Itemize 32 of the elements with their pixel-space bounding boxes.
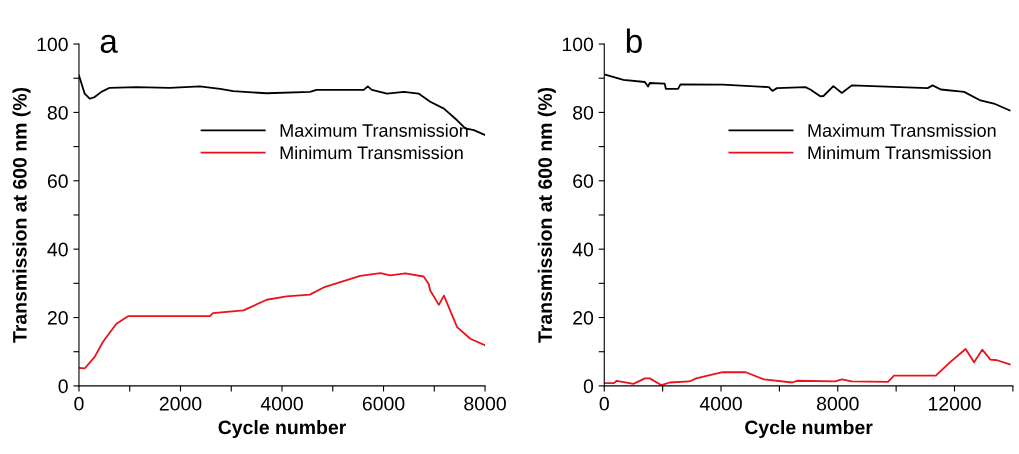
y-tick-label: 80 [573, 105, 594, 120]
x-tick-label: 12000 [928, 396, 981, 411]
y-tick-label: 0 [583, 379, 594, 394]
x-tick-label: 4000 [260, 396, 303, 411]
y-tick-label: 80 [47, 105, 68, 120]
y-tick-label: 100 [562, 37, 594, 52]
annotation: a [100, 34, 118, 53]
y-tick-label: 40 [47, 242, 68, 257]
y-axis-title: Transmission at 600 nm (%) [537, 87, 556, 343]
y-tick-label: 60 [47, 174, 68, 189]
x-axis-title: Cycle number [745, 420, 873, 439]
y-tick-label: 20 [47, 311, 68, 325]
legend-label: Minimum Transmission [280, 145, 463, 160]
y-tick-label: 100 [37, 37, 68, 52]
y-tick-label: 20 [573, 311, 594, 325]
y-tick-label: 0 [58, 379, 68, 394]
x-tick-label: 0 [74, 396, 84, 411]
x-tick-label: 8000 [464, 396, 506, 411]
line-series [78, 272, 486, 370]
x-tick-label: 8000 [816, 396, 859, 411]
legend-label: Maximum Transmission [280, 123, 468, 137]
y-tick-label: 60 [573, 174, 594, 189]
x-axis-title: Cycle number [218, 420, 347, 439]
x-tick-label: 2000 [159, 396, 202, 411]
x-tick-label: 6000 [362, 396, 405, 411]
annotation: b [626, 28, 642, 53]
x-tick-label: 0 [599, 396, 609, 411]
y-tick-label: 40 [572, 242, 594, 257]
legend-label: Minimum Transmission [808, 145, 991, 160]
legend-label: Maximum Transmission [808, 123, 996, 137]
x-tick-label: 4000 [699, 396, 742, 411]
y-axis-title: Transmission at 600 nm (%) [12, 87, 31, 343]
